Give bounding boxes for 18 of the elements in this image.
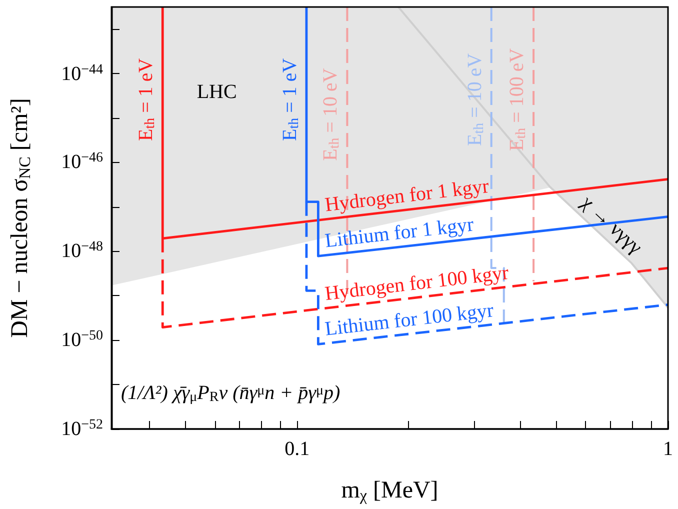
annotation: χ → νγγγ [576,190,646,259]
y-tick-label: 10$^{−48}$ [61,240,103,262]
text: Hydrogen for 1 kgyr [324,175,490,216]
y-tick-label: 10$^{−52}$ [61,418,103,440]
text: Hydrogen for 100 kgyr [324,262,510,306]
text: Lithium for 1 kgyr [324,214,476,252]
x-tick-label: 0.1 [284,438,310,460]
annotation: Eth = 10 eV [320,68,343,161]
annotation: LHC [196,81,237,104]
y-axis-title: DM − nucleon σNC [cm²] [7,98,34,338]
y-tick-label: 10$^{−44}$ [61,62,103,85]
y-tick-label: 10$^{−46}$ [61,151,103,174]
y-tick-label: 10$^{−50}$ [61,328,103,352]
annotation: Eth = 1 eV [135,58,158,141]
annotation: Eth = 10 eV [464,52,487,146]
annotation: Eth = 100 eV [506,48,530,151]
annotation: Eth = 1 eV [278,58,302,141]
x-tick-label: 1 [663,438,673,460]
